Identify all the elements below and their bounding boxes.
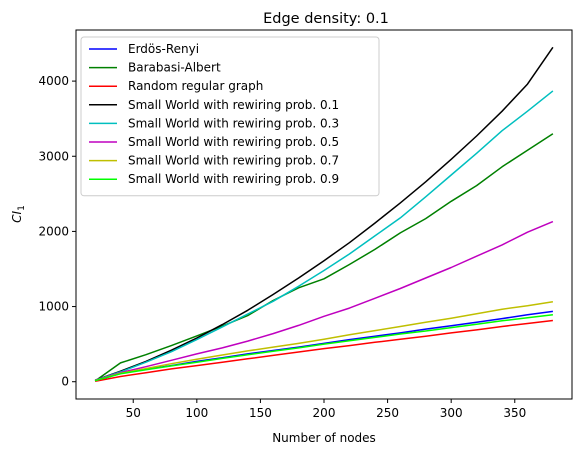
y-tick-label: 2000 — [38, 224, 69, 238]
legend: Erdös-Renyi Barabasi-Albert Random regular… — [80, 36, 380, 197]
y-axis-title: CI1 — [10, 205, 27, 223]
series-line-5 — [94, 90, 554, 381]
series-line-7 — [94, 300, 554, 382]
legend-label: Small World with rewiring prob. 0.7 — [128, 154, 339, 168]
x-axis-title: Number of nodes — [272, 431, 376, 445]
chart-title: Edge density: 0.1 — [263, 11, 389, 27]
y-tick-label: 0 — [61, 375, 69, 389]
y-tick-label: 4000 — [38, 74, 69, 88]
legend-label: Small World with rewiring prob. 0.5 — [128, 135, 339, 149]
y-axis-title-subscript: 1 — [17, 205, 27, 211]
legend-label: Small World with rewiring prob. 0.1 — [128, 98, 339, 112]
x-tick-label: 100 — [185, 406, 208, 420]
legend-label: Erdös-Renyi — [128, 42, 199, 56]
series-line-6 — [94, 220, 554, 381]
x-tick-label: 250 — [376, 406, 399, 420]
legend-label: Small World with rewiring prob. 0.3 — [128, 116, 339, 130]
series-line-2 — [94, 133, 554, 382]
x-tick-label: 350 — [503, 406, 526, 420]
x-axis: 50 100 150 200 250 300 350 — [126, 399, 526, 420]
legend-label: Barabasi-Albert — [128, 61, 221, 75]
y-axis: 0 1000 2000 3000 4000 — [38, 74, 76, 389]
x-tick-label: 50 — [126, 406, 141, 420]
y-axis-title-main: CI — [10, 210, 24, 222]
x-tick-label: 150 — [249, 406, 272, 420]
legend-label: Random regular graph — [128, 79, 263, 93]
series-line-4 — [94, 46, 554, 381]
series-line-8 — [94, 314, 553, 382]
y-tick-label: 3000 — [38, 149, 69, 163]
series-line-3 — [94, 319, 553, 383]
legend-label: Small World with rewiring prob. 0.9 — [128, 172, 339, 186]
y-tick-label: 1000 — [38, 300, 69, 314]
x-tick-label: 200 — [313, 406, 336, 420]
legend-box — [80, 36, 380, 197]
x-tick-label: 300 — [440, 406, 463, 420]
